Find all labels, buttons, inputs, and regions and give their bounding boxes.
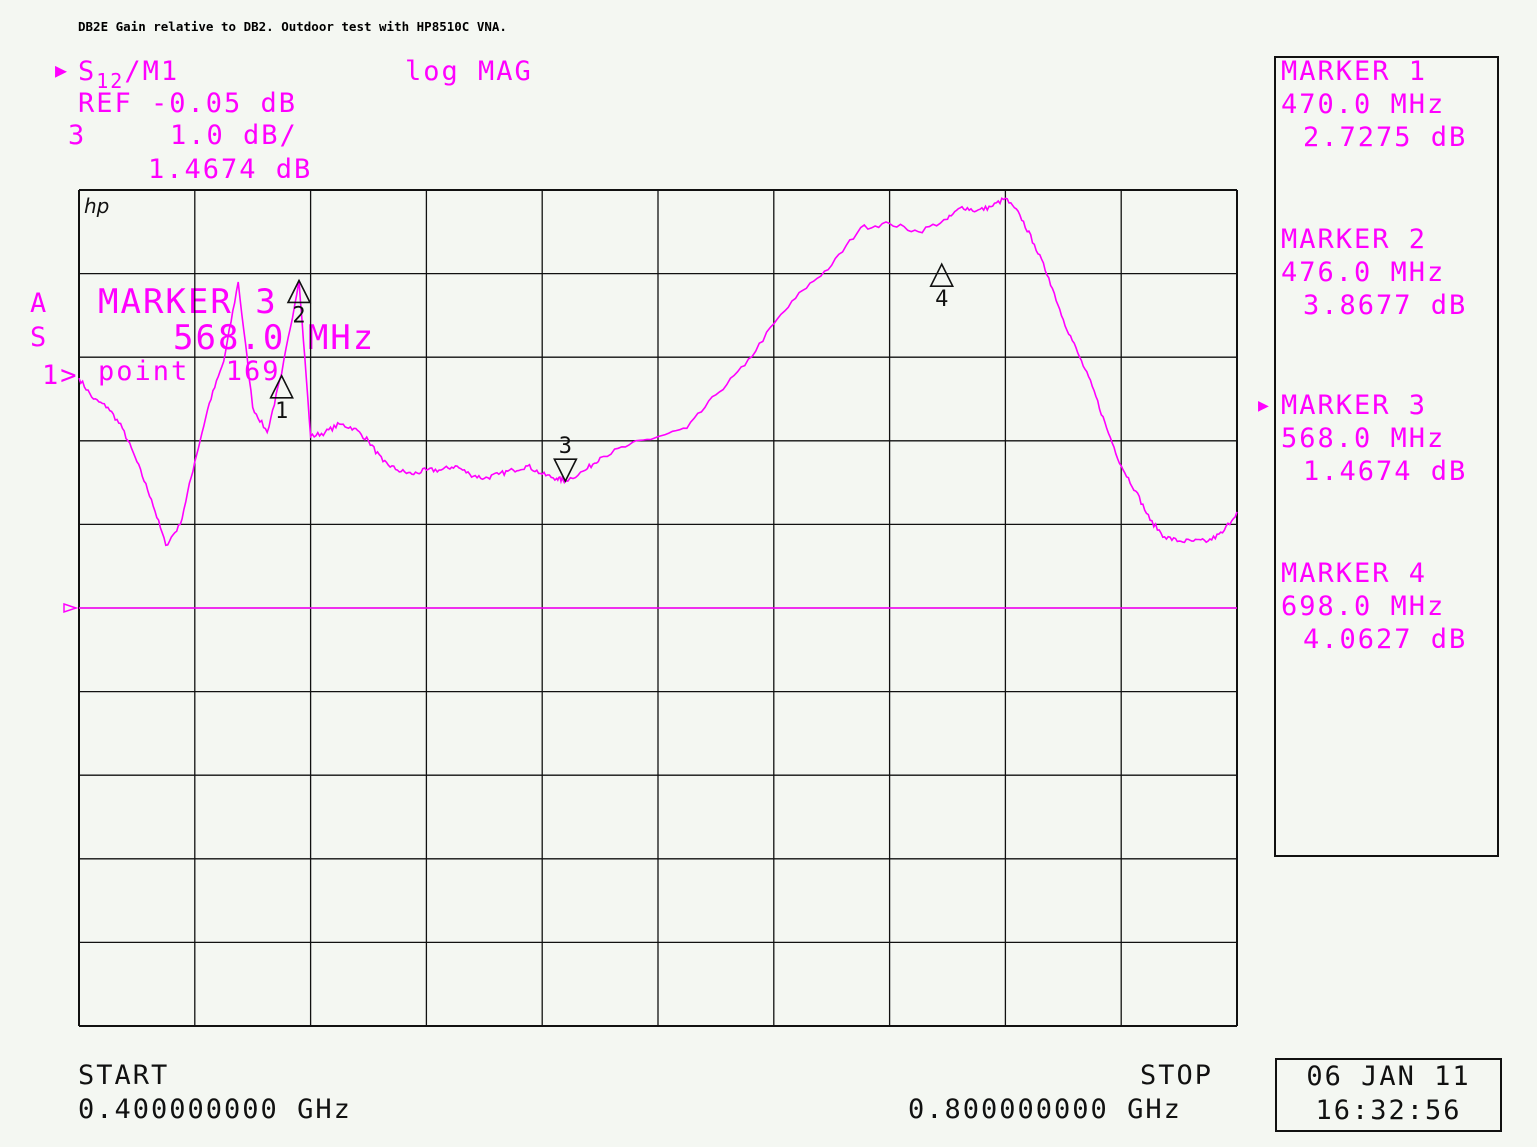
active-marker-point: point 169 xyxy=(98,356,281,387)
scale-per-division: 1.0 dB/ xyxy=(170,120,298,151)
marker-1-triangle-icon xyxy=(269,374,294,399)
active-marker-pointer-icon: ▶ xyxy=(1258,395,1269,416)
marker-3-value: 1.4674 dB xyxy=(1303,456,1468,487)
display-format: log MAG xyxy=(405,56,533,87)
marker-3-triangle-icon xyxy=(553,458,578,483)
active-channel-pointer-icon: ▶ xyxy=(55,58,68,82)
stop-label: STOP xyxy=(1140,1060,1214,1091)
reference-line-arrow-icon xyxy=(63,602,79,614)
marker-3-label: MARKER 3 xyxy=(1281,390,1428,421)
stop-frequency: 0.800000000 GHz xyxy=(908,1094,1182,1125)
marker-4-number: 4 xyxy=(935,287,948,312)
trace-subscript: 12 xyxy=(96,69,125,93)
marker-2-number: 2 xyxy=(292,303,305,328)
channel-label-s: S xyxy=(30,322,49,353)
marker-1-label: MARKER 1 xyxy=(1281,56,1428,87)
marker-2-triangle-icon xyxy=(286,278,312,304)
scale-marker-number: 3 xyxy=(68,120,87,151)
hp-logo-icon: hp xyxy=(84,194,109,218)
marker-3-frequency: 568.0 MHz xyxy=(1281,423,1446,454)
marker-2-frequency: 476.0 MHz xyxy=(1281,257,1446,288)
marker-4-value: 4.0627 dB xyxy=(1303,624,1468,655)
marker-4-triangle-icon xyxy=(929,262,955,287)
channel-label-a: A xyxy=(30,288,49,319)
active-marker-title: MARKER 3 xyxy=(98,282,278,322)
marker-4-frequency: 698.0 MHz xyxy=(1281,591,1446,622)
date: 06 JAN 11 xyxy=(1306,1061,1471,1092)
chart-caption: DB2E Gain relative to DB2. Outdoor test … xyxy=(78,19,507,34)
marker-glyphs: 1 2 3 4 xyxy=(269,262,955,483)
marker-1-value: 2.7275 dB xyxy=(1303,122,1468,153)
marker-3-number: 3 xyxy=(559,434,572,459)
start-frequency: 0.400000000 GHz xyxy=(78,1094,352,1125)
time: 16:32:56 xyxy=(1315,1095,1462,1126)
marker-4-label: MARKER 4 xyxy=(1281,558,1428,589)
reference-level: REF -0.05 dB xyxy=(78,88,298,119)
trace-parameter: S12/M1 xyxy=(78,56,180,93)
start-label: START xyxy=(78,1060,170,1091)
marker-2-value: 3.8677 dB xyxy=(1303,290,1468,321)
marker-1-number: 1 xyxy=(275,399,288,424)
marker-1-frequency: 470.0 MHz xyxy=(1281,89,1446,120)
timestamp-box: 06 JAN 11 16:32:56 xyxy=(1275,1058,1502,1132)
marker-2-label: MARKER 2 xyxy=(1281,224,1428,255)
marker-list-panel xyxy=(1274,56,1499,857)
active-marker-frequency: 568.0 MHz xyxy=(173,318,376,358)
reference-position-label: 1> xyxy=(42,360,79,391)
active-marker-value: 1.4674 dB xyxy=(148,154,313,185)
